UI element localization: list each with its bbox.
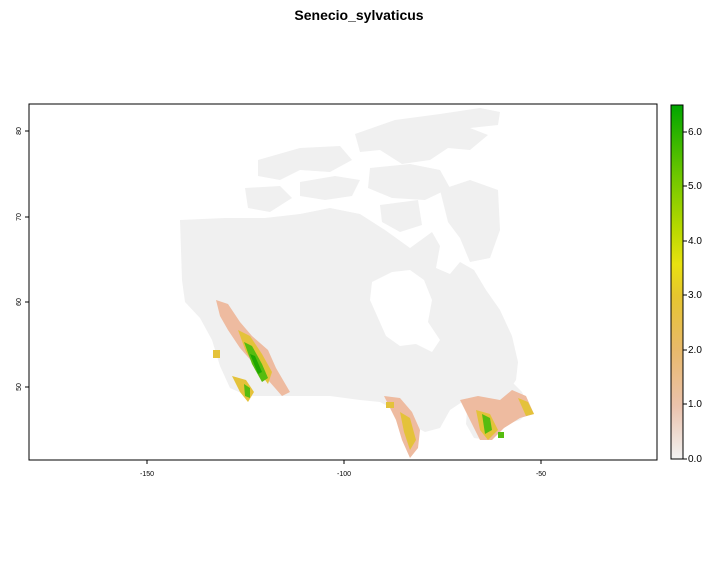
legend-ticks [683, 131, 687, 460]
x-tick-label: -100 [337, 471, 351, 478]
legend-color-bar [670, 104, 684, 460]
hudson-bay [370, 270, 440, 352]
legend-label: 1.0 [688, 399, 702, 410]
x-tick-label: -50 [536, 471, 546, 478]
legend-label: 5.0 [688, 181, 702, 192]
y-tick-label: 60 [16, 298, 23, 306]
legend-label: 3.0 [688, 290, 702, 301]
y-axis [25, 130, 29, 388]
y-tick-label: 80 [16, 127, 23, 135]
y-tick-label: 50 [16, 383, 23, 391]
map-title: Senecio_sylvaticus [294, 7, 424, 23]
legend-label: 2.0 [688, 345, 702, 356]
suitability-patches [213, 300, 534, 458]
x-tick-label: -150 [140, 471, 154, 478]
legend-label: 4.0 [688, 236, 702, 247]
legend-label: 0.0 [688, 454, 702, 465]
legend-label: 6.0 [688, 127, 702, 138]
y-tick-label: 70 [16, 213, 23, 221]
x-axis [146, 460, 542, 464]
